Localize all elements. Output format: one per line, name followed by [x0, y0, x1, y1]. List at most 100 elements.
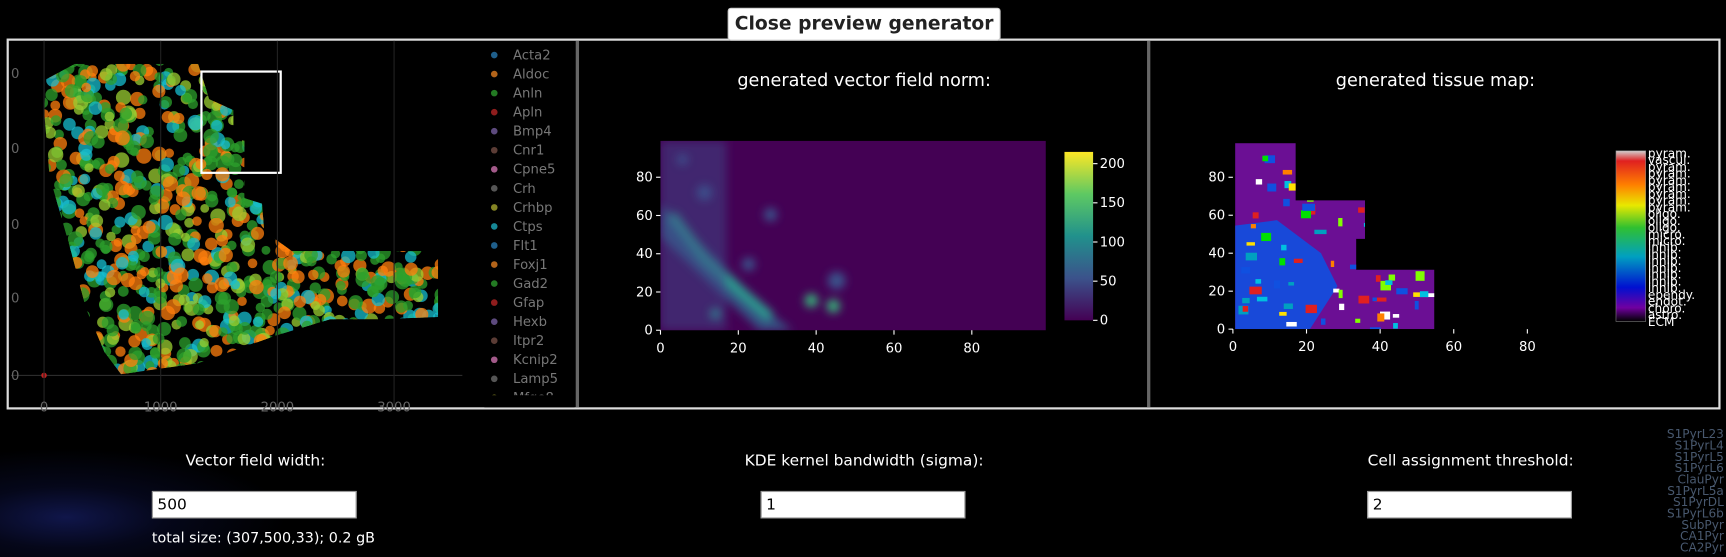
legend-marker [490, 223, 498, 230]
colorbar-label: 100 [1100, 235, 1125, 250]
legend-marker [490, 204, 498, 211]
background-label: ClauPyr [1678, 472, 1724, 486]
map-legend-label: inhib. [1648, 254, 1682, 268]
x-tick-label: 2000 [261, 401, 295, 416]
y-tick-label: 0 [11, 218, 19, 233]
number-input[interactable] [151, 490, 357, 519]
x-tick-label: 20 [1298, 340, 1315, 355]
legend-marker [490, 89, 498, 97]
y-tick-label: 20 [1208, 285, 1225, 300]
legend-marker [490, 299, 498, 306]
map-legend-label: inhib. [1648, 247, 1682, 261]
colorbar-label: 0 [1100, 314, 1108, 329]
map-legend-label: vascul. [1648, 153, 1690, 167]
plot-title: generated vector field norm: [737, 71, 991, 91]
legend-label: Cpne5 [513, 163, 555, 178]
legend-clip [484, 395, 575, 408]
legend-label: Gad2 [513, 277, 548, 292]
legend-label: Foxj1 [513, 258, 548, 273]
map-legend-label: micro. [1648, 234, 1686, 248]
y-tick-label: 0 [11, 67, 19, 82]
legend-marker [490, 242, 498, 249]
divider [1147, 40, 1151, 408]
background-label: S1PyrL23 [1667, 427, 1724, 441]
selection-box[interactable] [200, 70, 282, 174]
map-legend-label: inhib. [1648, 274, 1682, 288]
x-tick-label: 60 [886, 341, 903, 356]
control-label: KDE kernel bandwidth (sigma): [744, 452, 984, 471]
map-legend-label: pyram. [1648, 200, 1691, 214]
x-tick-label: 0 [656, 341, 664, 356]
map-legend-label: ECM [1648, 315, 1675, 329]
x-tick-label: 80 [963, 341, 980, 356]
legend-label: Itpr2 [513, 334, 544, 349]
legend-label: Kcnip2 [513, 353, 558, 368]
legend-marker [490, 375, 498, 383]
x-tick-label: 80 [1519, 340, 1536, 355]
control-label: Cell assignment threshold: [1367, 452, 1574, 471]
x-tick-label: 40 [1372, 340, 1389, 355]
map-legend-label: ependy. [1648, 288, 1695, 302]
close-preview-button[interactable]: Close preview generator [727, 7, 1001, 41]
background-label: S1PyrL6b [1667, 506, 1724, 520]
x-tick-label: 3000 [377, 401, 411, 416]
map-legend-label: astro. [1648, 308, 1682, 322]
y-tick-label: 0 [644, 324, 652, 339]
x-tick-label: 0 [1229, 340, 1237, 355]
number-input[interactable] [760, 490, 966, 519]
map-legend-label: pyram. [1648, 180, 1691, 194]
map-legend-label: pyram. [1648, 160, 1691, 174]
map-legend-label: inhib. [1648, 281, 1682, 295]
x-tick-label: 60 [1445, 340, 1462, 355]
legend-label: Lamp5 [513, 372, 558, 387]
map-legend-label: endot. [1648, 295, 1687, 309]
x-tick-label: 1000 [144, 401, 178, 416]
y-tick-label: 0 [1217, 323, 1225, 338]
number-input[interactable] [1367, 490, 1572, 519]
legend-label: Bmp4 [513, 125, 552, 140]
map-legend-label: oligo. [1648, 207, 1681, 221]
legend-label: Crhbp [513, 201, 553, 216]
legend-marker [490, 337, 498, 344]
legend-marker [490, 261, 498, 268]
y-tick-label: 0 [11, 292, 19, 307]
y-tick-label: 0 [11, 142, 19, 157]
x-tick-label: 40 [808, 341, 825, 356]
map-legend-label: choro. [1648, 301, 1685, 315]
background-label: SubPyr [1681, 518, 1723, 532]
legend-marker [490, 70, 498, 78]
map-legend-label: pyram. [1648, 187, 1691, 201]
map-legend-label: pyram. [1648, 167, 1691, 181]
y-tick-label: 40 [636, 247, 653, 262]
background-label: CA2Pyr [1680, 541, 1724, 555]
legend-marker [490, 318, 498, 325]
y-tick-label: 60 [636, 209, 653, 224]
legend-label: Aldoc [513, 67, 549, 82]
colorbar-label: 50 [1100, 275, 1117, 290]
legend-label: Cnr1 [513, 144, 544, 159]
y-tick-label: 80 [1208, 171, 1225, 186]
legend-label: Hexb [513, 315, 547, 330]
legend-label: Ctps [513, 220, 543, 235]
map-legend-label: oligo. [1648, 214, 1681, 228]
map-legend-label: micro. [1648, 227, 1686, 241]
legend-marker [490, 280, 498, 287]
map-legend-label: pyram. [1648, 194, 1691, 208]
x-tick-label: 20 [730, 341, 747, 356]
legend-marker [490, 51, 498, 59]
control-label: Vector field width: [185, 452, 326, 471]
map-legend-bar [1615, 150, 1646, 322]
map-legend-label: inhib. [1648, 241, 1682, 255]
legend-marker [490, 166, 498, 173]
map-legend-label: inhib. [1648, 261, 1682, 275]
background-label: S1PyrDL [1673, 495, 1724, 509]
background-label: S1PyrL5a [1667, 484, 1724, 498]
background-label: S1PyrL4 [1675, 438, 1725, 452]
colorbar-label: 150 [1100, 196, 1125, 211]
vector-field-plot: generated vector field norm: 0 20 40 60 80 0 2… [636, 71, 1125, 356]
y-tick-label: 80 [636, 171, 653, 186]
